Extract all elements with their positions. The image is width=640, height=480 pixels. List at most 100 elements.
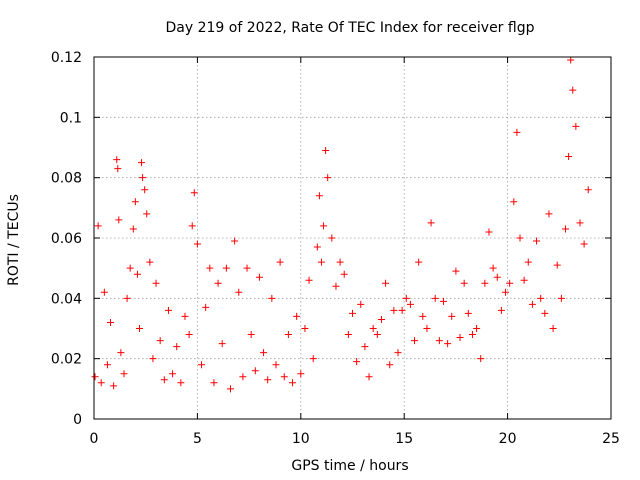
data-point xyxy=(97,379,105,387)
data-point xyxy=(264,376,272,384)
axis-ticks: 0 5 10 15 20 25 0 0.02 0.04 0.06 0.08 0.1 0.12 xyxy=(51,50,620,447)
x-tick-label: 0 xyxy=(90,431,99,447)
data-point xyxy=(565,153,573,161)
data-point xyxy=(123,294,131,302)
data-point xyxy=(541,309,549,317)
data-point xyxy=(328,234,336,242)
data-point xyxy=(239,373,247,381)
data-point xyxy=(468,331,476,339)
data-point xyxy=(143,210,151,218)
x-tick-label: 25 xyxy=(602,431,620,447)
data-point xyxy=(156,337,164,345)
data-point xyxy=(152,279,160,287)
data-point xyxy=(169,370,177,378)
data-point xyxy=(452,267,460,275)
data-point xyxy=(382,279,390,287)
data-point xyxy=(567,56,575,64)
data-point xyxy=(444,340,452,348)
data-point xyxy=(210,379,218,387)
data-point xyxy=(243,264,251,272)
data-point xyxy=(190,189,198,197)
data-point xyxy=(357,300,365,308)
x-tick-label: 10 xyxy=(292,431,310,447)
y-tick-label: 0.1 xyxy=(60,110,82,126)
data-point xyxy=(340,270,348,278)
data-point xyxy=(91,373,99,381)
data-point xyxy=(510,198,518,206)
data-point xyxy=(336,258,344,266)
data-point xyxy=(481,279,489,287)
data-point xyxy=(460,279,468,287)
data-point xyxy=(297,370,305,378)
x-tick-label: 5 xyxy=(193,431,202,447)
data-point xyxy=(322,147,330,155)
data-point xyxy=(435,337,443,345)
data-point xyxy=(473,325,481,332)
data-point xyxy=(280,373,288,381)
data-point xyxy=(569,86,577,94)
data-point xyxy=(218,340,226,348)
y-tick-label: 0.02 xyxy=(51,352,82,368)
data-point xyxy=(268,294,276,302)
data-point xyxy=(528,300,536,308)
data-point xyxy=(222,264,230,272)
data-point xyxy=(133,270,141,278)
data-point xyxy=(406,300,414,308)
data-point xyxy=(390,306,398,314)
data-point xyxy=(139,174,147,182)
data-point xyxy=(562,225,570,233)
data-point xyxy=(149,355,157,363)
data-point xyxy=(524,258,532,266)
data-point xyxy=(545,210,553,218)
data-point xyxy=(301,325,309,332)
data-point xyxy=(576,219,584,227)
data-point xyxy=(94,222,102,230)
data-point xyxy=(349,309,356,317)
data-point xyxy=(332,282,340,290)
data-point xyxy=(185,331,193,339)
data-point xyxy=(439,297,447,305)
data-point xyxy=(411,337,419,345)
data-point xyxy=(361,343,369,351)
data-point xyxy=(456,334,464,342)
data-point xyxy=(477,355,485,363)
data-point xyxy=(114,165,122,173)
data-point xyxy=(489,264,497,272)
data-point xyxy=(398,306,406,314)
data-point xyxy=(135,325,143,332)
data-point xyxy=(344,331,352,339)
data-point xyxy=(506,279,514,287)
data-point xyxy=(131,198,139,206)
data-point xyxy=(373,331,381,339)
data-point xyxy=(365,373,373,381)
chart-title: Day 219 of 2022, Rate Of TEC Index for r… xyxy=(166,20,535,36)
data-point xyxy=(572,122,580,130)
data-point xyxy=(320,222,328,230)
x-axis-title: GPS time / hours xyxy=(291,458,408,474)
data-point xyxy=(117,349,125,357)
data-point xyxy=(324,174,332,182)
data-point xyxy=(181,312,189,320)
data-point xyxy=(226,385,234,393)
data-point xyxy=(353,358,361,366)
data-point xyxy=(315,192,323,200)
data-point xyxy=(549,325,557,332)
data-point xyxy=(448,312,456,320)
data-point xyxy=(309,355,317,363)
y-tick-label: 0.06 xyxy=(51,231,82,247)
data-point xyxy=(533,237,541,245)
data-point xyxy=(580,240,588,248)
data-point xyxy=(584,186,592,194)
data-point xyxy=(251,367,259,375)
data-point xyxy=(235,288,243,296)
data-point xyxy=(100,288,108,296)
data-point xyxy=(386,361,394,369)
data-point xyxy=(289,379,297,387)
data-point xyxy=(120,370,128,378)
data-point xyxy=(173,343,181,351)
data-point xyxy=(557,294,565,302)
data-point xyxy=(110,382,118,390)
data-point xyxy=(188,222,196,230)
data-point xyxy=(272,361,280,369)
y-tick-label: 0.12 xyxy=(51,50,82,66)
